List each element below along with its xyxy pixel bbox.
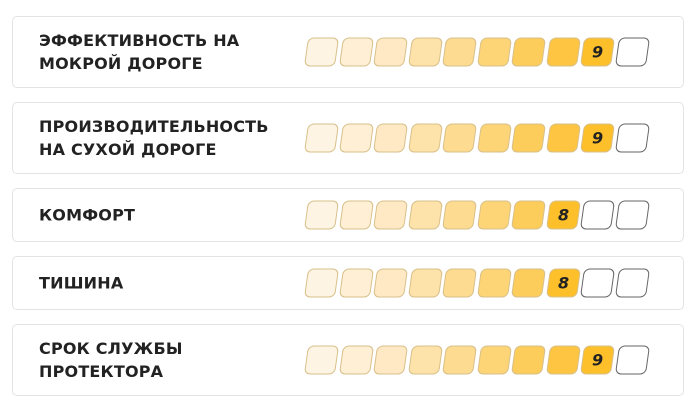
rating-card: ТИШИНА 8 bbox=[12, 256, 684, 310]
rating-segment bbox=[510, 200, 547, 230]
rating-segment bbox=[303, 200, 340, 230]
rating-segment: 8 bbox=[545, 200, 581, 230]
rating-segment bbox=[476, 200, 512, 230]
rating-scale: 9 bbox=[303, 345, 650, 375]
rating-score: 9 bbox=[591, 350, 604, 370]
rating-segment bbox=[545, 123, 581, 153]
rating-label: ПРОИЗВОДИТЕЛЬНОСТЬ НА СУХОЙ ДОРОГЕ bbox=[39, 117, 269, 159]
rating-segment: 9 bbox=[579, 345, 616, 375]
rating-score: 8 bbox=[557, 205, 569, 225]
rating-segment bbox=[407, 268, 443, 298]
rating-label: КОМФОРТ bbox=[39, 205, 136, 225]
rating-score: 8 bbox=[557, 273, 569, 293]
rating-segment bbox=[303, 37, 340, 67]
rating-segment bbox=[510, 123, 547, 153]
rating-segment bbox=[407, 200, 443, 230]
rating-segment bbox=[441, 268, 478, 298]
rating-segment bbox=[338, 37, 374, 67]
rating-segment bbox=[303, 123, 340, 153]
rating-label: СРОК СЛУЖБЫ ПРОТЕКТОРА bbox=[39, 339, 183, 381]
rating-segment: 9 bbox=[579, 123, 616, 153]
rating-segment bbox=[407, 123, 443, 153]
rating-segment: 9 bbox=[579, 37, 616, 67]
rating-score: 9 bbox=[591, 42, 604, 62]
rating-segment bbox=[510, 37, 547, 67]
rating-segment bbox=[372, 123, 409, 153]
rating-segment bbox=[338, 345, 374, 375]
rating-segment bbox=[372, 268, 409, 298]
rating-segment: 8 bbox=[545, 268, 581, 298]
rating-segment bbox=[441, 345, 478, 375]
rating-segment bbox=[372, 345, 409, 375]
rating-label: ЭФФЕКТИВНОСТЬ НА МОКРОЙ ДОРОГЕ bbox=[39, 31, 240, 73]
rating-scale: 8 bbox=[303, 268, 650, 298]
rating-segment bbox=[303, 345, 340, 375]
rating-segment bbox=[510, 268, 547, 298]
rating-segment bbox=[407, 37, 443, 67]
rating-segment bbox=[441, 37, 478, 67]
rating-segment bbox=[510, 345, 547, 375]
rating-segment bbox=[441, 123, 478, 153]
rating-segment bbox=[303, 268, 340, 298]
rating-scale: 9 bbox=[303, 123, 650, 153]
rating-segment bbox=[407, 345, 443, 375]
rating-segment bbox=[372, 37, 409, 67]
rating-segment bbox=[476, 268, 512, 298]
rating-scale: 9 bbox=[303, 37, 650, 67]
rating-card: СРОК СЛУЖБЫ ПРОТЕКТОРА 9 bbox=[12, 324, 684, 396]
rating-scale: 8 bbox=[303, 200, 650, 230]
rating-score: 9 bbox=[591, 128, 604, 148]
rating-segment bbox=[614, 37, 650, 67]
rating-label: ТИШИНА bbox=[39, 273, 124, 293]
rating-segment bbox=[476, 345, 512, 375]
rating-segment bbox=[476, 123, 512, 153]
rating-segment bbox=[614, 268, 650, 298]
rating-segment bbox=[372, 200, 409, 230]
rating-segment bbox=[338, 200, 374, 230]
rating-segment bbox=[579, 200, 616, 230]
rating-segment bbox=[545, 345, 581, 375]
rating-segment bbox=[338, 123, 374, 153]
rating-segment bbox=[614, 123, 650, 153]
rating-segment bbox=[441, 200, 478, 230]
rating-segment bbox=[614, 345, 650, 375]
rating-card: ПРОИЗВОДИТЕЛЬНОСТЬ НА СУХОЙ ДОРОГЕ 9 bbox=[12, 102, 684, 174]
rating-card: КОМФОРТ 8 bbox=[12, 188, 684, 242]
rating-segment bbox=[338, 268, 374, 298]
rating-segment bbox=[579, 268, 616, 298]
rating-segment bbox=[614, 200, 650, 230]
rating-segment bbox=[545, 37, 581, 67]
rating-segment bbox=[476, 37, 512, 67]
rating-card: ЭФФЕКТИВНОСТЬ НА МОКРОЙ ДОРОГЕ 9 bbox=[12, 16, 684, 88]
